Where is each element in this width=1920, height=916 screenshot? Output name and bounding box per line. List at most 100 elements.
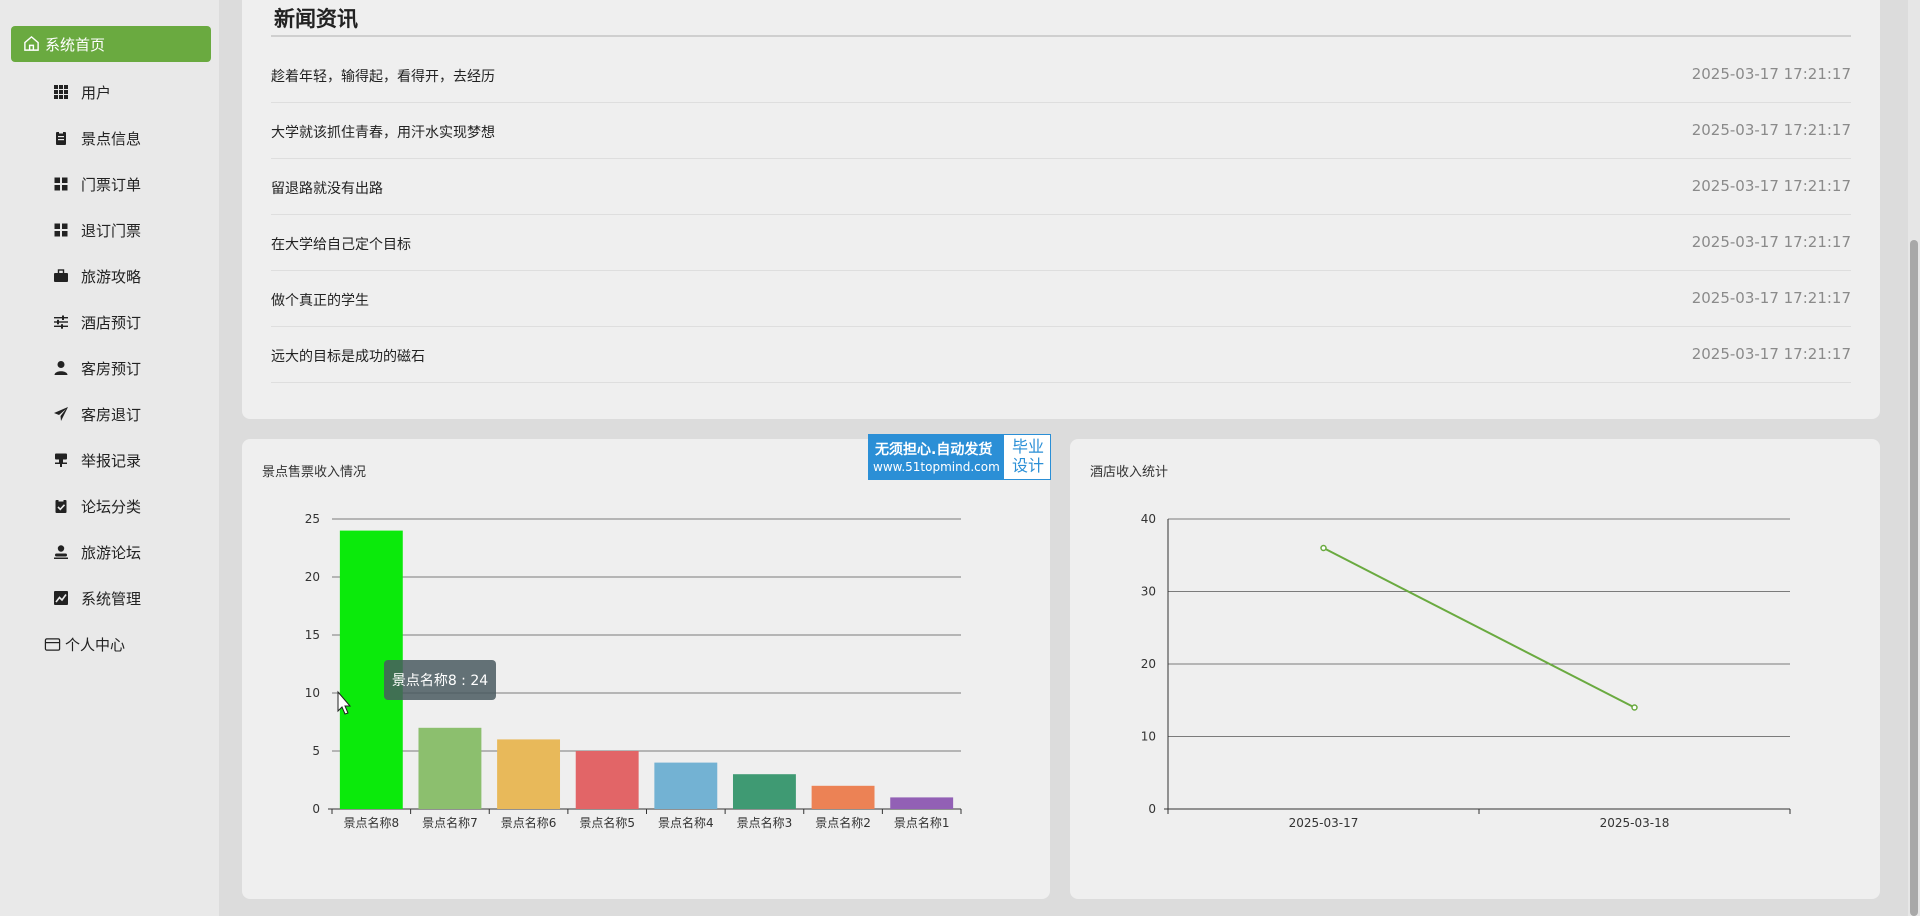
sidebar-item-label: 论坛分类	[81, 497, 142, 516]
bar	[811, 785, 875, 809]
promo-right1: 毕业	[1011, 437, 1044, 456]
sidebar-item[interactable]: 系统管理	[0, 582, 219, 614]
sidebar: 系统首页 用户景点信息门票订单退订门票旅游攻略酒店预订客房预订客房退订举报记录论…	[0, 0, 219, 916]
x-tick-label: 景点名称6	[501, 815, 557, 830]
news-item-title[interactable]: 远大的目标是成功的磁石	[271, 349, 425, 365]
promo-badge-right: 毕业 设计	[1006, 437, 1050, 475]
y-tick-label: 10	[1141, 730, 1156, 744]
sidebar-item[interactable]: 门票订单	[0, 168, 219, 200]
ticket-revenue-chart-panel: 景点售票收入情况 0 5 10 15 20 25 景点名称8 景点名称7 景点名称6 景点名称5 景…	[242, 439, 1050, 899]
news-item-time: 2025-03-17 17:21:17	[1691, 121, 1851, 139]
sidebar-item[interactable]: 客房退订	[0, 398, 219, 430]
sidebar-item-label: 客房预订	[81, 359, 142, 378]
apps-icon	[53, 176, 69, 192]
y-tick-label: 40	[1141, 512, 1156, 526]
hotel-revenue-chart-panel: 酒店收入统计 0 10 20 30 40 2025-03-17 2025-03-18	[1070, 439, 1880, 899]
sidebar-item-label: 景点信息	[81, 129, 142, 148]
x-tick-label: 景点名称8	[343, 815, 399, 830]
x-tick-label: 景点名称2	[815, 815, 871, 830]
news-item-title[interactable]: 留退路就没有出路	[271, 181, 383, 197]
news-item[interactable]: 留退路就没有出路 2025-03-17 17:21:17	[271, 159, 1851, 215]
bar	[890, 797, 954, 809]
sidebar-item[interactable]: 旅游攻略	[0, 260, 219, 292]
y-tick-label: 5	[312, 744, 320, 758]
sidebar-item[interactable]: 酒店预订	[0, 306, 219, 338]
user-icon	[53, 360, 69, 376]
sliders-icon	[53, 314, 69, 330]
news-panel: 新闻资讯 趁着年轻，输得起，看得开，去经历 2025-03-17 17:21:17…	[242, 0, 1880, 419]
stamp-icon	[53, 452, 69, 468]
sidebar-item[interactable]: 客房预订	[0, 352, 219, 384]
bar	[418, 727, 482, 809]
sidebar-item[interactable]: 旅游论坛	[0, 536, 219, 568]
y-tick-label: 0	[312, 802, 320, 816]
home-icon	[24, 35, 39, 51]
news-item-title[interactable]: 在大学给自己定个目标	[271, 237, 411, 253]
x-tick-label: 2025-03-18	[1600, 816, 1670, 830]
y-tick-label: 30	[1141, 585, 1156, 599]
chart-icon	[53, 590, 69, 606]
news-item[interactable]: 趁着年轻，输得起，看得开，去经历 2025-03-17 17:21:17	[271, 47, 1851, 103]
sidebar-item-personal[interactable]: 个人中心	[44, 628, 125, 660]
y-tick-label: 20	[1141, 657, 1156, 671]
news-item-time: 2025-03-17 17:21:17	[1691, 345, 1851, 363]
news-title: 新闻资讯	[274, 7, 358, 31]
chart-title: 景点售票收入情况	[262, 465, 367, 480]
x-tick-label: 景点名称1	[894, 815, 950, 830]
x-tick-label: 景点名称3	[737, 815, 793, 830]
sidebar-item[interactable]: 退订门票	[0, 214, 219, 246]
data-point	[1320, 544, 1327, 552]
ticket-revenue-chart: 0 5 10 15 20 25 景点名称8 景点名称7 景点名称6 景点名称5 景点名称4 景点名称3…	[305, 512, 962, 830]
promo-badge-left: 无须担心.自动发货 www.51topmind.com	[869, 435, 1004, 479]
y-tick-label: 20	[305, 570, 320, 584]
news-divider	[271, 35, 1851, 37]
sidebar-item[interactable]: 景点信息	[0, 122, 219, 154]
news-item-title[interactable]: 趁着年轻，输得起，看得开，去经历	[271, 69, 495, 85]
promo-badge[interactable]: 无须担心.自动发货 www.51topmind.com 毕业 设计	[868, 434, 1051, 480]
sidebar-item-label: 门票订单	[81, 175, 142, 194]
y-tick-label: 10	[305, 686, 320, 700]
sidebar-item-label: 旅游论坛	[81, 543, 142, 562]
y-tick-label: 15	[305, 628, 320, 642]
news-item[interactable]: 在大学给自己定个目标 2025-03-17 17:21:17	[271, 215, 1851, 271]
series-line	[1323, 547, 1635, 709]
grid-icon	[53, 84, 69, 100]
news-item-time: 2025-03-17 17:21:17	[1691, 233, 1851, 251]
sidebar-home-label: 系统首页	[45, 35, 106, 54]
news-item[interactable]: 大学就该抓住青春，用汗水实现梦想 2025-03-17 17:21:17	[271, 103, 1851, 159]
news-item-title[interactable]: 大学就该抓住青春，用汗水实现梦想	[271, 125, 495, 141]
x-tick-label: 景点名称5	[579, 815, 635, 830]
tooltip-box	[384, 660, 496, 700]
x-tick-label: 景点名称7	[422, 815, 478, 830]
scrollbar-thumb[interactable]	[1910, 240, 1918, 916]
sidebar-item-label: 酒店预订	[81, 313, 142, 332]
news-item-title[interactable]: 做个真正的学生	[271, 293, 369, 309]
clipboard-icon	[53, 130, 69, 146]
sidebar-item-label: 旅游攻略	[81, 267, 142, 286]
bar	[497, 739, 561, 809]
sidebar-item-label: 举报记录	[81, 451, 142, 470]
y-tick-label: 25	[305, 512, 320, 526]
bar	[732, 774, 796, 809]
card-icon	[44, 637, 61, 651]
news-item-time: 2025-03-17 17:21:17	[1691, 177, 1851, 195]
briefcase-icon	[53, 268, 69, 284]
clipboard-check-icon	[53, 498, 69, 514]
sidebar-item-label: 系统管理	[81, 589, 142, 608]
x-tick-label: 景点名称4	[658, 815, 714, 830]
sidebar-item-label: 退订门票	[81, 221, 142, 240]
news-item[interactable]: 远大的目标是成功的磁石 2025-03-17 17:21:17	[271, 327, 1851, 383]
sidebar-item[interactable]: 举报记录	[0, 444, 219, 476]
sidebar-item-label: 用户	[81, 83, 112, 102]
mouse-cursor-icon	[337, 690, 352, 715]
promo-right2: 设计	[1011, 456, 1044, 475]
sidebar-personal-label: 个人中心	[65, 635, 126, 654]
sidebar-item[interactable]: 论坛分类	[0, 490, 219, 522]
send-icon	[53, 406, 69, 422]
news-item-time: 2025-03-17 17:21:17	[1691, 65, 1851, 83]
promo-line1: 无须担心.自动发货	[875, 442, 993, 458]
news-item[interactable]: 做个真正的学生 2025-03-17 17:21:17	[271, 271, 1851, 327]
sidebar-item[interactable]: 用户	[0, 76, 219, 108]
hotel-revenue-chart: 0 10 20 30 40 2025-03-17 2025-03-18	[1141, 512, 1791, 830]
sidebar-item-home[interactable]: 系统首页	[11, 26, 211, 62]
